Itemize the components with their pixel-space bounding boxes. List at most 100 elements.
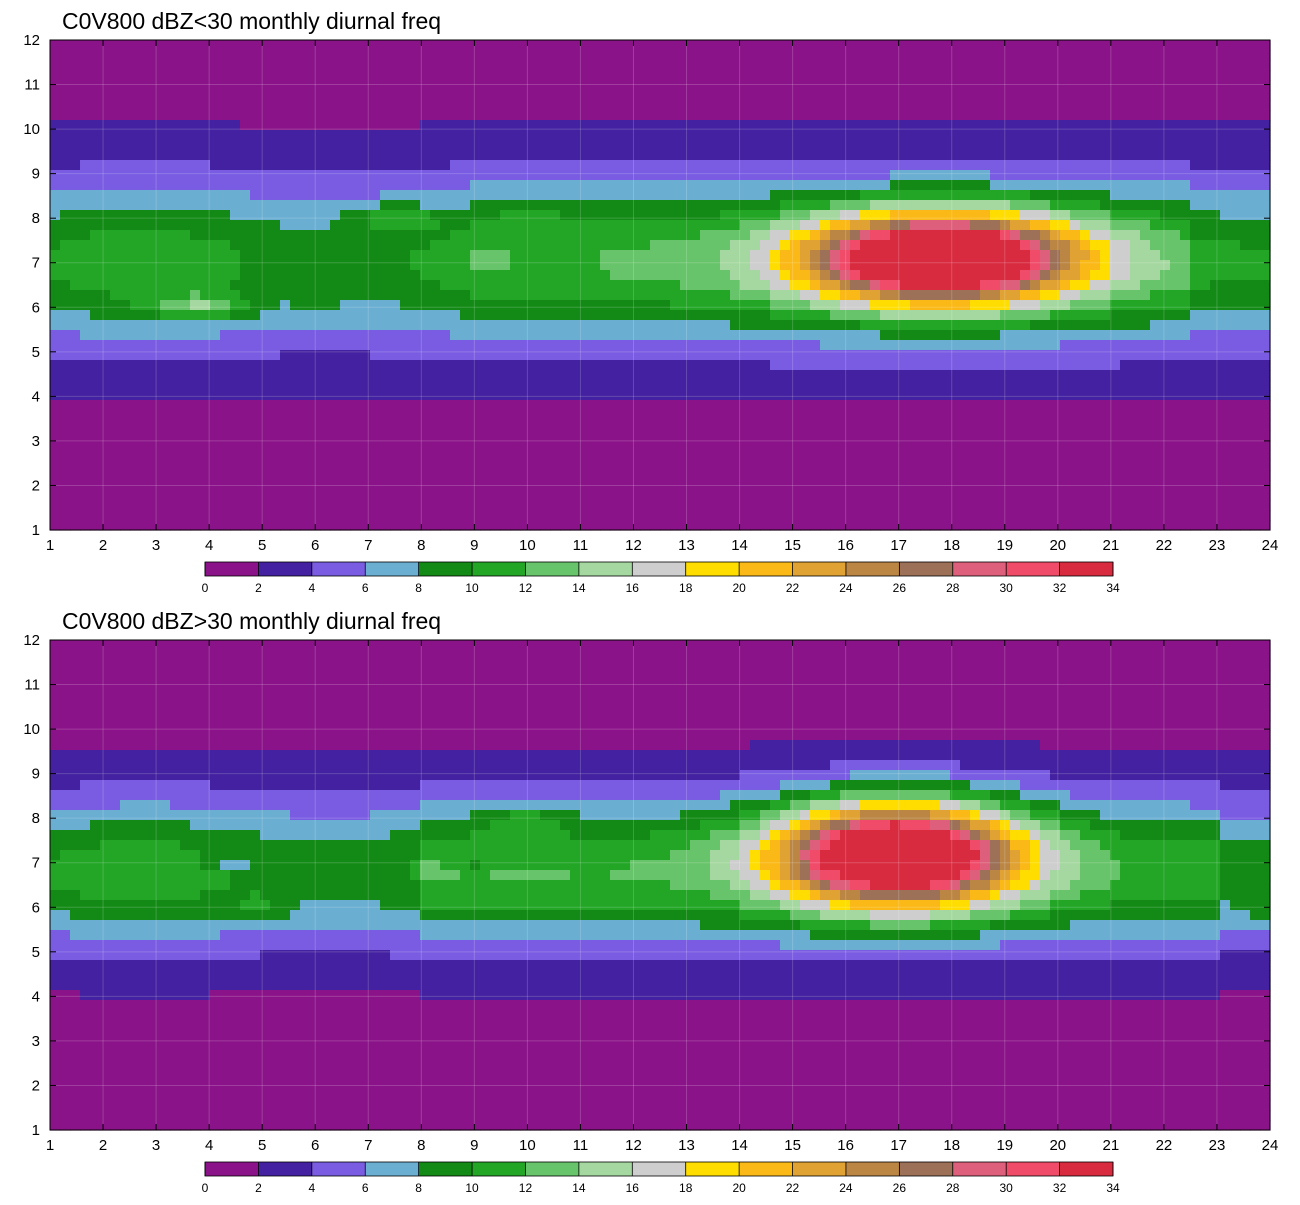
contour-cell: [890, 350, 901, 361]
contour-cell: [90, 70, 101, 81]
contour-cell: [750, 230, 761, 241]
contour-cell: [420, 330, 431, 341]
contour-cell: [510, 330, 521, 341]
contour-cell: [390, 80, 401, 91]
contour-cell: [710, 370, 721, 381]
contour-cell: [580, 430, 591, 441]
contour-cell: [310, 150, 321, 161]
contour-cell: [630, 210, 641, 221]
contour-cell: [220, 520, 231, 531]
contour-cell: [770, 470, 781, 481]
contour-cell: [160, 470, 171, 481]
contour-cell: [900, 260, 911, 271]
contour-cell: [370, 80, 381, 91]
contour-cell: [370, 50, 381, 61]
contour-cell: [790, 350, 801, 361]
contour-cell: [630, 40, 641, 51]
contour-cell: [910, 350, 921, 361]
contour-cell: [610, 290, 621, 301]
contour-cell: [820, 60, 831, 71]
contour-cell: [810, 520, 821, 531]
contour-cell: [140, 160, 151, 171]
contour-cell: [850, 250, 861, 261]
contour-cell: [540, 340, 551, 351]
contour-cell: [260, 460, 271, 471]
contour-cell: [280, 270, 291, 281]
contour-cell: [990, 250, 1001, 261]
contour-cell: [1030, 150, 1041, 161]
contour-cell: [320, 120, 331, 131]
contour-cell: [730, 270, 741, 281]
contour-cell: [150, 270, 161, 281]
contour-cell: [860, 120, 871, 131]
contour-cell: [570, 470, 581, 481]
contour-cell: [950, 300, 961, 311]
contour-cell: [140, 360, 151, 371]
contour-cell: [600, 280, 611, 291]
contour-cell: [310, 140, 321, 151]
contour-cell: [420, 60, 431, 71]
contour-cell: [500, 250, 511, 261]
contour-cell: [390, 460, 401, 471]
contour-cell: [670, 350, 681, 361]
contour-cell: [710, 260, 721, 271]
contour-cell: [930, 120, 941, 131]
contour-cell: [900, 280, 911, 291]
contour-cell: [710, 140, 721, 151]
contour-cell: [340, 310, 351, 321]
contour-cell: [870, 340, 881, 351]
contour-cell: [840, 500, 851, 511]
contour-cell: [650, 180, 661, 191]
contour-cell: [460, 380, 471, 391]
contour-cell: [350, 460, 361, 471]
contour-cell: [640, 190, 651, 201]
contour-cell: [350, 230, 361, 241]
contour-cell: [620, 350, 631, 361]
contour-cell: [300, 40, 311, 51]
contour-cell: [220, 170, 231, 181]
contour-cell: [920, 200, 931, 211]
contour-cell: [200, 490, 211, 501]
contour-cell: [960, 230, 971, 241]
contour-cell: [1060, 490, 1071, 501]
contour-cell: [240, 490, 251, 501]
contour-cell: [50, 120, 61, 131]
contour-cell: [470, 60, 481, 71]
contour-cell: [960, 40, 971, 51]
contour-cell: [980, 520, 991, 531]
contour-cell: [830, 140, 841, 151]
contour-cell: [610, 240, 621, 251]
contour-cell: [190, 520, 201, 531]
contour-cell: [980, 260, 991, 271]
contour-cell: [510, 230, 521, 241]
contour-cell: [170, 190, 181, 201]
contour-cell: [540, 100, 551, 111]
contour-cell: [230, 480, 241, 491]
contour-cell: [770, 50, 781, 61]
contour-cell: [470, 190, 481, 201]
contour-cell: [800, 210, 811, 221]
contour-cell: [810, 70, 821, 81]
contour-cell: [190, 430, 201, 441]
contour-cell: [590, 210, 601, 221]
contour-cell: [160, 80, 171, 91]
contour-cell: [490, 150, 501, 161]
contour-cell: [430, 390, 441, 401]
contour-cell: [360, 300, 371, 311]
contour-cell: [90, 490, 101, 501]
contour-cell: [390, 410, 401, 421]
contour-cell: [600, 80, 611, 91]
contour-cell: [590, 500, 601, 511]
contour-cell: [240, 130, 251, 141]
contour-cell: [450, 460, 461, 471]
contour-cell: [350, 480, 361, 491]
contour-cell: [960, 470, 971, 481]
contour-cell: [500, 520, 511, 531]
contour-cell: [780, 440, 791, 451]
contour-cell: [700, 170, 711, 181]
contour-cell: [710, 70, 721, 81]
contour-cell: [310, 90, 321, 101]
contour-cell: [550, 260, 561, 271]
contour-cell: [830, 240, 841, 251]
contour-cell: [610, 70, 621, 81]
